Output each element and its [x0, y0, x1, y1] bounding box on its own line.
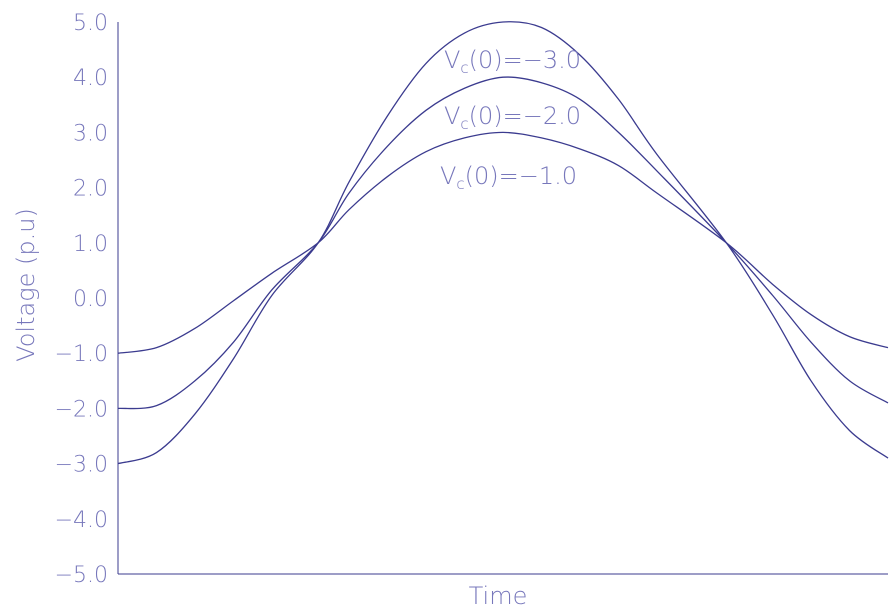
series-annotation-3: Vc(0)=−1.0	[440, 162, 577, 193]
y-tick-label: −3.0	[55, 453, 108, 478]
series-line-1	[117, 21, 889, 465]
series-annotation-2: Vc(0)=−2.0	[444, 102, 581, 133]
y-tick-label: 4.0	[73, 66, 108, 91]
y-tick-label: −5.0	[55, 563, 108, 588]
series-line-3	[117, 131, 889, 354]
axes	[117, 22, 888, 575]
y-tick-label: 1.0	[73, 232, 108, 257]
series-lines	[117, 21, 889, 465]
y-tick-label: −4.0	[55, 508, 108, 533]
y-tick-label: 5.0	[73, 11, 108, 36]
y-tick-label: 3.0	[73, 121, 108, 146]
y-tick-label: −1.0	[55, 342, 108, 367]
y-tick-label: −2.0	[55, 397, 108, 422]
x-axis-label: Time	[469, 582, 528, 610]
series-annotations: Vc(0)=−3.0 Vc(0)=−2.0 Vc(0)=−1.0	[440, 46, 581, 193]
series-line-2	[117, 76, 889, 410]
y-tick-labels: 5.0 4.0 3.0 2.0 1.0 0.0 −1.0 −2.0 −3.0 −4.0 −5.0	[55, 11, 108, 588]
y-tick-label: 0.0	[73, 287, 108, 312]
series-annotation-1: Vc(0)=−3.0	[444, 46, 581, 77]
y-tick-label: 2.0	[73, 177, 108, 202]
y-axis-label: Voltage (p.u)	[12, 208, 40, 362]
